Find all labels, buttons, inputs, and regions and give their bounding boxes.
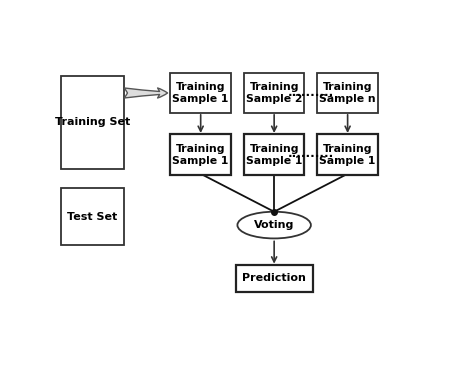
Text: Training
Sample 1: Training Sample 1 bbox=[246, 144, 302, 166]
FancyBboxPatch shape bbox=[317, 134, 378, 175]
Text: ..........: .......... bbox=[288, 147, 334, 161]
FancyBboxPatch shape bbox=[170, 134, 231, 175]
Text: Training
Sample n: Training Sample n bbox=[319, 82, 376, 104]
FancyBboxPatch shape bbox=[244, 134, 304, 175]
FancyBboxPatch shape bbox=[317, 73, 378, 114]
Ellipse shape bbox=[237, 212, 311, 238]
FancyBboxPatch shape bbox=[236, 265, 313, 292]
Text: Training
Sample 1: Training Sample 1 bbox=[173, 82, 229, 104]
Text: Training
Sample 2: Training Sample 2 bbox=[246, 82, 302, 104]
Text: Training
Sample 1: Training Sample 1 bbox=[173, 144, 229, 166]
Text: ..........: .......... bbox=[288, 86, 334, 99]
Text: Voting: Voting bbox=[254, 220, 294, 230]
FancyBboxPatch shape bbox=[244, 73, 304, 114]
FancyBboxPatch shape bbox=[61, 76, 124, 169]
Text: Training Set: Training Set bbox=[55, 118, 130, 127]
Text: Prediction: Prediction bbox=[242, 273, 306, 284]
FancyBboxPatch shape bbox=[61, 188, 124, 245]
Text: Test Set: Test Set bbox=[67, 212, 118, 222]
Text: Training
Sample 1: Training Sample 1 bbox=[319, 144, 376, 166]
FancyBboxPatch shape bbox=[170, 73, 231, 114]
